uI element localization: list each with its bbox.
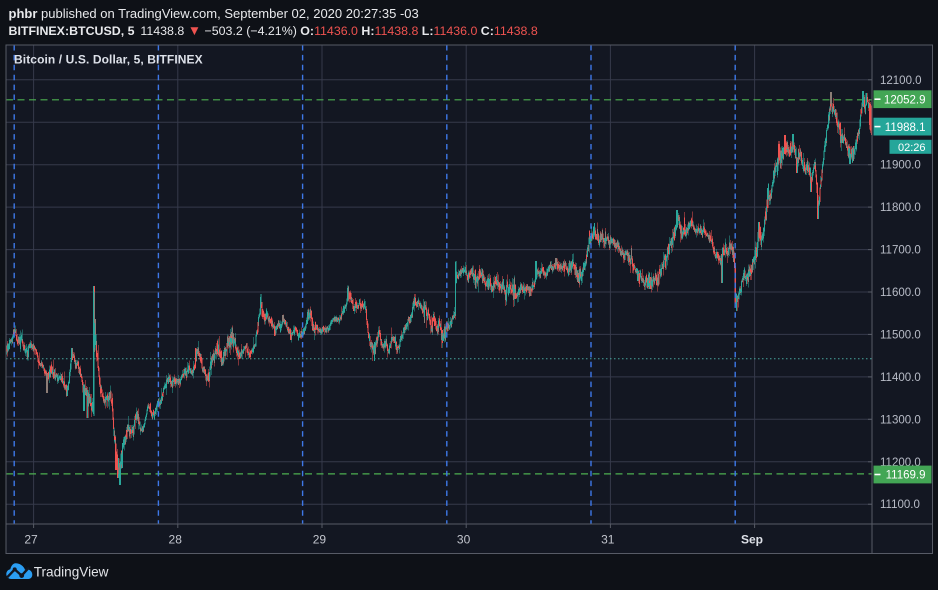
svg-text:11400.0: 11400.0: [880, 372, 921, 384]
svg-text:11500.0: 11500.0: [880, 329, 921, 341]
svg-text:28: 28: [169, 533, 183, 547]
svg-text:Sep: Sep: [741, 533, 763, 547]
svg-text:11600.0: 11600.0: [880, 287, 921, 299]
svg-text:31: 31: [601, 533, 615, 547]
svg-text:Bitcoin / U.S. Dollar, 5, BITF: Bitcoin / U.S. Dollar, 5, BITFINEX: [14, 53, 203, 67]
svg-text:11700.0: 11700.0: [880, 245, 921, 257]
svg-text:11900.0: 11900.0: [880, 160, 921, 172]
svg-text:11300.0: 11300.0: [880, 414, 921, 426]
svg-text:29: 29: [313, 533, 327, 547]
svg-text:02:26: 02:26: [898, 142, 926, 154]
svg-text:11169.9: 11169.9: [886, 470, 926, 482]
svg-text:BITFINEX:BTCUSD, 5 11438.8 ▼: BITFINEX:BTCUSD, 5 11438.8 ▼ −503.2 (−4.…: [9, 23, 538, 38]
svg-text:11988.1: 11988.1: [885, 122, 926, 134]
svg-text:12100.0: 12100.0: [880, 75, 922, 87]
svg-text:11100.0: 11100.0: [880, 499, 920, 511]
svg-text:TradingView: TradingView: [34, 564, 109, 579]
svg-text:30: 30: [457, 533, 471, 547]
svg-text:27: 27: [24, 533, 38, 547]
svg-text:11800.0: 11800.0: [880, 202, 921, 214]
svg-text:12052.9: 12052.9: [884, 94, 926, 106]
svg-text:phbr published on TradingView.: phbr published on TradingView.com, Septe…: [9, 6, 419, 21]
